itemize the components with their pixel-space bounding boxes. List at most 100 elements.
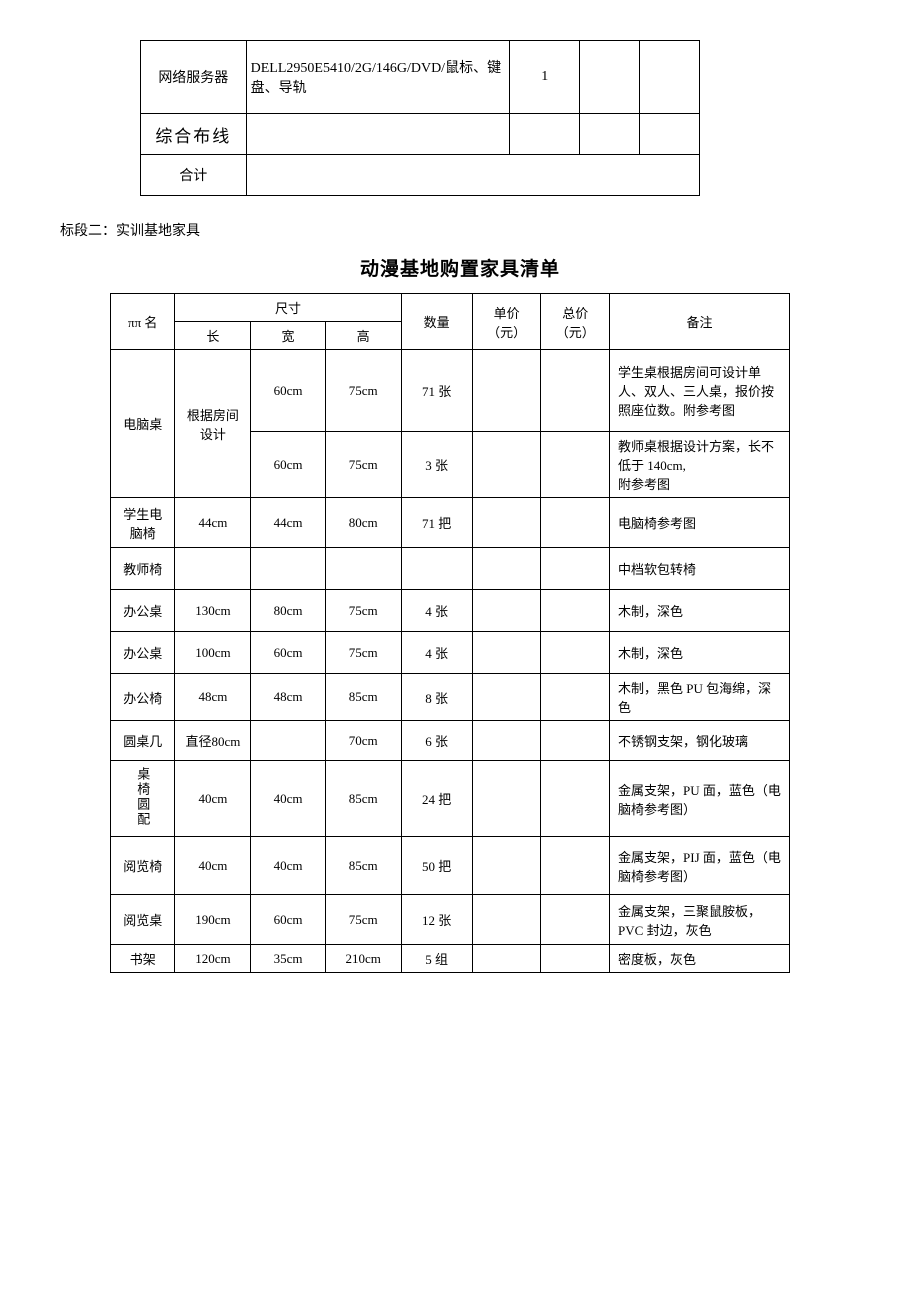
table2-cell-name: 办公桌 <box>111 632 175 674</box>
table2-cell-qty: 8 张 <box>401 674 472 721</box>
table2-row: 教师椅 中档软包转椅 <box>111 548 790 590</box>
table2-cell-remark: 木制，深色 <box>610 590 790 632</box>
page: 网络服务器DELL2950E5410/2G/146G/DVD/鼠标、键 盘、导轨… <box>60 40 860 973</box>
table2-cell-length: 48cm <box>175 674 251 721</box>
table2-row: 学生电脑椅44cm44cm80cm71 把电脑椅参考图 <box>111 498 790 548</box>
table2-cell-name: 阅览椅 <box>111 837 175 895</box>
table2-cell-qty: 12 张 <box>401 895 472 945</box>
table2-row: 办公桌130cm80cm75cm4 张木制，深色 <box>111 590 790 632</box>
table2-cell-qty: 4 张 <box>401 632 472 674</box>
table2-cell-height: 85cm <box>325 761 401 837</box>
table2-header-row1: ππ 名尺寸数量单价（元）总价（元）备注 <box>111 294 790 322</box>
table2-cell-width: 35cm <box>251 945 325 973</box>
table2-cell-qty: 3 张 <box>401 432 472 498</box>
table2-cell-width: 44cm <box>251 498 325 548</box>
table2-cell-name: 教师椅 <box>111 548 175 590</box>
table2-cell-unit_price <box>472 498 541 548</box>
table2-cell-width: 60cm <box>251 895 325 945</box>
table2-cell-width <box>251 721 325 761</box>
table2-cell-height: 210cm <box>325 945 401 973</box>
table1-row: 网络服务器DELL2950E5410/2G/146G/DVD/鼠标、键 盘、导轨… <box>141 41 700 114</box>
table2-cell-remark: 教师桌根据设计方案，长不低于 140cm, 附参考图 <box>610 432 790 498</box>
table2-cell-length: 100cm <box>175 632 251 674</box>
table2-cell-remark: 中档软包转椅 <box>610 548 790 590</box>
table2-cell-name: 圆桌几 <box>111 721 175 761</box>
table2-cell-height: 75cm <box>325 350 401 432</box>
table2-cell-name: 阅览桌 <box>111 895 175 945</box>
table2-cell-length: 直径80cm <box>175 721 251 761</box>
table2-cell-name: 电脑桌 <box>111 350 175 498</box>
table2-header-cell: 单价（元） <box>472 294 541 350</box>
table2-cell-height: 75cm <box>325 590 401 632</box>
table2-cell-name: 桌椅圆配 <box>111 761 175 837</box>
table2-title: 动漫基地购置家具清单 <box>60 254 860 281</box>
table2-cell-remark: 木制，黑色 PU 包海绵，深色 <box>610 674 790 721</box>
table2-cell-total_price <box>541 837 610 895</box>
table2-cell-length: 120cm <box>175 945 251 973</box>
table2-cell-remark: 金属支架，三聚鼠胺板，PVC 封边，灰色 <box>610 895 790 945</box>
table2-cell-remark: 木制，深色 <box>610 632 790 674</box>
table2-cell-length: 130cm <box>175 590 251 632</box>
table1-cell-a <box>580 41 640 114</box>
table2-cell-unit_price <box>472 674 541 721</box>
table2-cell-length: 40cm <box>175 761 251 837</box>
table2-cell-width <box>251 548 325 590</box>
table2-cell-total_price <box>541 590 610 632</box>
table2-cell-unit_price <box>472 761 541 837</box>
table2-cell-width: 40cm <box>251 761 325 837</box>
table2-cell-unit_price <box>472 632 541 674</box>
table2-cell-height: 75cm <box>325 432 401 498</box>
table2-cell-name: 学生电脑椅 <box>111 498 175 548</box>
table2-cell-qty: 6 张 <box>401 721 472 761</box>
table2-cell-remark: 不锈钢支架，钢化玻璃 <box>610 721 790 761</box>
table2-cell-total_price <box>541 632 610 674</box>
table2-cell-width: 60cm <box>251 350 325 432</box>
table1-row: 合计 <box>141 155 700 196</box>
table2-cell-length: 44cm <box>175 498 251 548</box>
table2-cell-remark: 电脑椅参考图 <box>610 498 790 548</box>
table2-row: 圆桌几直径80cm70cm6 张不锈钢支架，钢化玻璃 <box>111 721 790 761</box>
table2-row: 桌椅圆配40cm40cm85cm24 把金属支架，PU 面，蓝色（电脑椅参考图） <box>111 761 790 837</box>
table1: 网络服务器DELL2950E5410/2G/146G/DVD/鼠标、键 盘、导轨… <box>140 40 700 196</box>
table2-cell-remark: 学生桌根据房间可设计单人、双人、三人桌，报价按照座位数。附参考图 <box>610 350 790 432</box>
table2-row: 办公椅48cm48cm85cm8 张木制，黑色 PU 包海绵，深色 <box>111 674 790 721</box>
table2-cell-remark: 金属支架，PU 面，蓝色（电脑椅参考图） <box>610 761 790 837</box>
table2-cell-unit_price <box>472 895 541 945</box>
table2-cell-unit_price <box>472 432 541 498</box>
table2-cell-width: 40cm <box>251 837 325 895</box>
table2-cell-total_price <box>541 350 610 432</box>
table2: ππ 名尺寸数量单价（元）总价（元）备注长宽高 电脑桌根据房间设计60cm75c… <box>110 293 790 973</box>
table1-cell-qty <box>510 114 580 155</box>
table2-cell-qty: 50 把 <box>401 837 472 895</box>
table2-row: 书架120cm35cm210cm5 组 密度板，灰色 <box>111 945 790 973</box>
table2-header-cell: 宽 <box>251 322 325 350</box>
table2-cell-height: 80cm <box>325 498 401 548</box>
table2-cell-unit_price <box>472 350 541 432</box>
table2-cell-total_price <box>541 761 610 837</box>
table2-cell-total_price <box>541 498 610 548</box>
table2-cell-name: 办公椅 <box>111 674 175 721</box>
table2-row: 办公桌100cm60cm75cm4 张木制，深色 <box>111 632 790 674</box>
table1-cell-a <box>580 114 640 155</box>
table1-cell-name: 网络服务器 <box>141 41 247 114</box>
table1-cell-qty: 1 <box>510 41 580 114</box>
table2-header-cell: 总价（元） <box>541 294 610 350</box>
table2-row: 电脑桌根据房间设计60cm75cm71 张学生桌根据房间可设计单人、双人、三人桌… <box>111 350 790 432</box>
table2-cell-length: 40cm <box>175 837 251 895</box>
table2-cell-name: 书架 <box>111 945 175 973</box>
table1-cell-spec <box>246 114 510 155</box>
table2-cell-unit_price <box>472 721 541 761</box>
table2-cell-qty <box>401 548 472 590</box>
table2-cell-unit_price <box>472 590 541 632</box>
table2-cell-height: 75cm <box>325 632 401 674</box>
table2-cell-name: 办公桌 <box>111 590 175 632</box>
table1-cell-b <box>639 41 699 114</box>
table2-cell-remark: 密度板，灰色 <box>610 945 790 973</box>
table2-header-cell: 长 <box>175 322 251 350</box>
table2-cell-qty: 5 组 <box>401 945 472 973</box>
table2-cell-height: 85cm <box>325 674 401 721</box>
table1-cell-merged <box>246 155 699 196</box>
table2-cell-total_price <box>541 548 610 590</box>
table2-cell-length <box>175 548 251 590</box>
table2-header-cell: 尺寸 <box>175 294 401 322</box>
